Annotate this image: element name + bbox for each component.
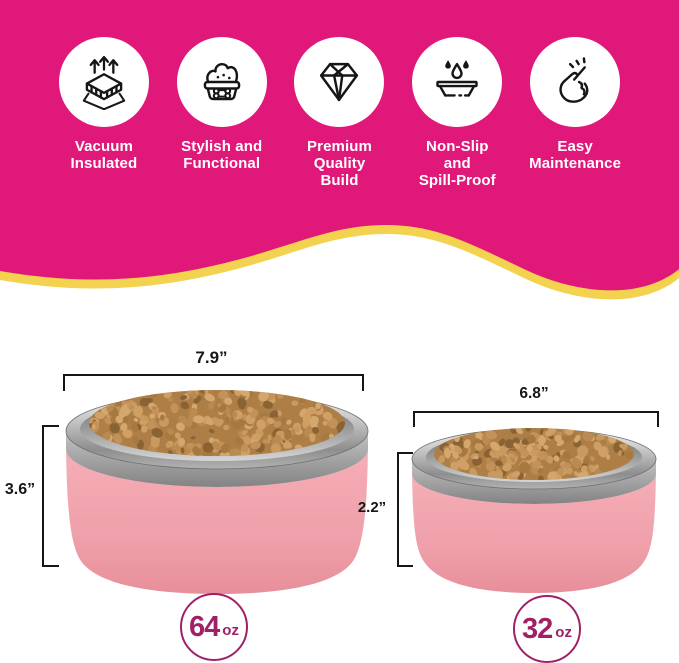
feature-label: Vacuum Insulated: [70, 138, 138, 172]
bowl-steel-band: [412, 459, 656, 504]
dog-bowl-bone-icon: [203, 62, 240, 101]
large-dog-bowl: [65, 390, 369, 594]
diamond-icon: [320, 62, 359, 102]
large-bowl-height-label: 3.6”: [4, 481, 36, 498]
feature-vacuum-insulated: Vacuum Insulated: [45, 37, 163, 189]
large-bowl-diameter-bracket: [63, 374, 364, 391]
feature-label: Stylish and Functional: [181, 138, 263, 172]
snap-fingers-icon: [559, 57, 589, 103]
small-bowl-height-label: 2.2”: [357, 499, 387, 516]
feature-label: Easy Maintenance: [529, 138, 622, 172]
capacity-unit: oz: [222, 621, 239, 639]
feature-premium-quality: Premium Quality Build: [281, 37, 399, 189]
small-bowl-capacity-badge: 32 oz: [513, 595, 581, 663]
feature-circle: [176, 37, 267, 127]
feature-circle: [294, 37, 385, 127]
bowl-body: [66, 449, 368, 594]
capacity-unit: oz: [555, 623, 572, 641]
kibble: [438, 428, 633, 480]
small-bowl-height-bracket: [397, 452, 413, 567]
capacity-value: 64: [189, 610, 220, 643]
large-bowl-diameter-label: 7.9”: [195, 348, 228, 367]
small-bowl-diameter-label: 6.8”: [519, 385, 549, 402]
water-drops-dish-icon: [436, 60, 478, 97]
vacuum-insulated-icon: [82, 55, 126, 110]
feature-label: Premium Quality Build: [307, 138, 372, 189]
feature-non-slip: Non-Slip and Spill-Proof: [398, 37, 516, 189]
feature-label: Non-Slip and Spill-Proof: [418, 138, 496, 189]
feature-easy-maintenance: Easy Maintenance: [516, 37, 634, 189]
capacity-value: 32: [522, 612, 553, 645]
large-bowl-height-bracket: [42, 425, 59, 567]
small-bowl-diameter-bracket: [413, 411, 659, 427]
bowl-steel-band: [66, 431, 368, 487]
bowl-body: [412, 474, 656, 593]
feature-circle: [58, 37, 149, 127]
feature-list: Vacuum Insulated: [0, 37, 679, 189]
small-dog-bowl: [411, 428, 657, 593]
feature-circle: [412, 37, 503, 127]
feature-circle: [530, 37, 621, 127]
large-bowl-capacity-badge: 64 oz: [180, 593, 248, 661]
feature-stylish-functional: Stylish and Functional: [163, 37, 281, 189]
